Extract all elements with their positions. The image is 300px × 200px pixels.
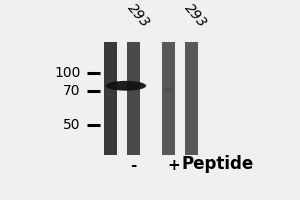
- Text: 293: 293: [125, 1, 153, 30]
- Text: 50: 50: [63, 118, 80, 132]
- Bar: [162, 42, 175, 155]
- Bar: [104, 42, 116, 155]
- Text: Peptide: Peptide: [182, 155, 254, 173]
- Ellipse shape: [164, 88, 174, 93]
- Text: -: -: [130, 158, 136, 173]
- Text: 70: 70: [63, 84, 80, 98]
- Text: 100: 100: [54, 66, 80, 80]
- Text: 293: 293: [182, 1, 209, 30]
- Ellipse shape: [106, 81, 146, 91]
- Bar: [185, 42, 198, 155]
- Text: +: +: [167, 158, 180, 173]
- Bar: [127, 42, 140, 155]
